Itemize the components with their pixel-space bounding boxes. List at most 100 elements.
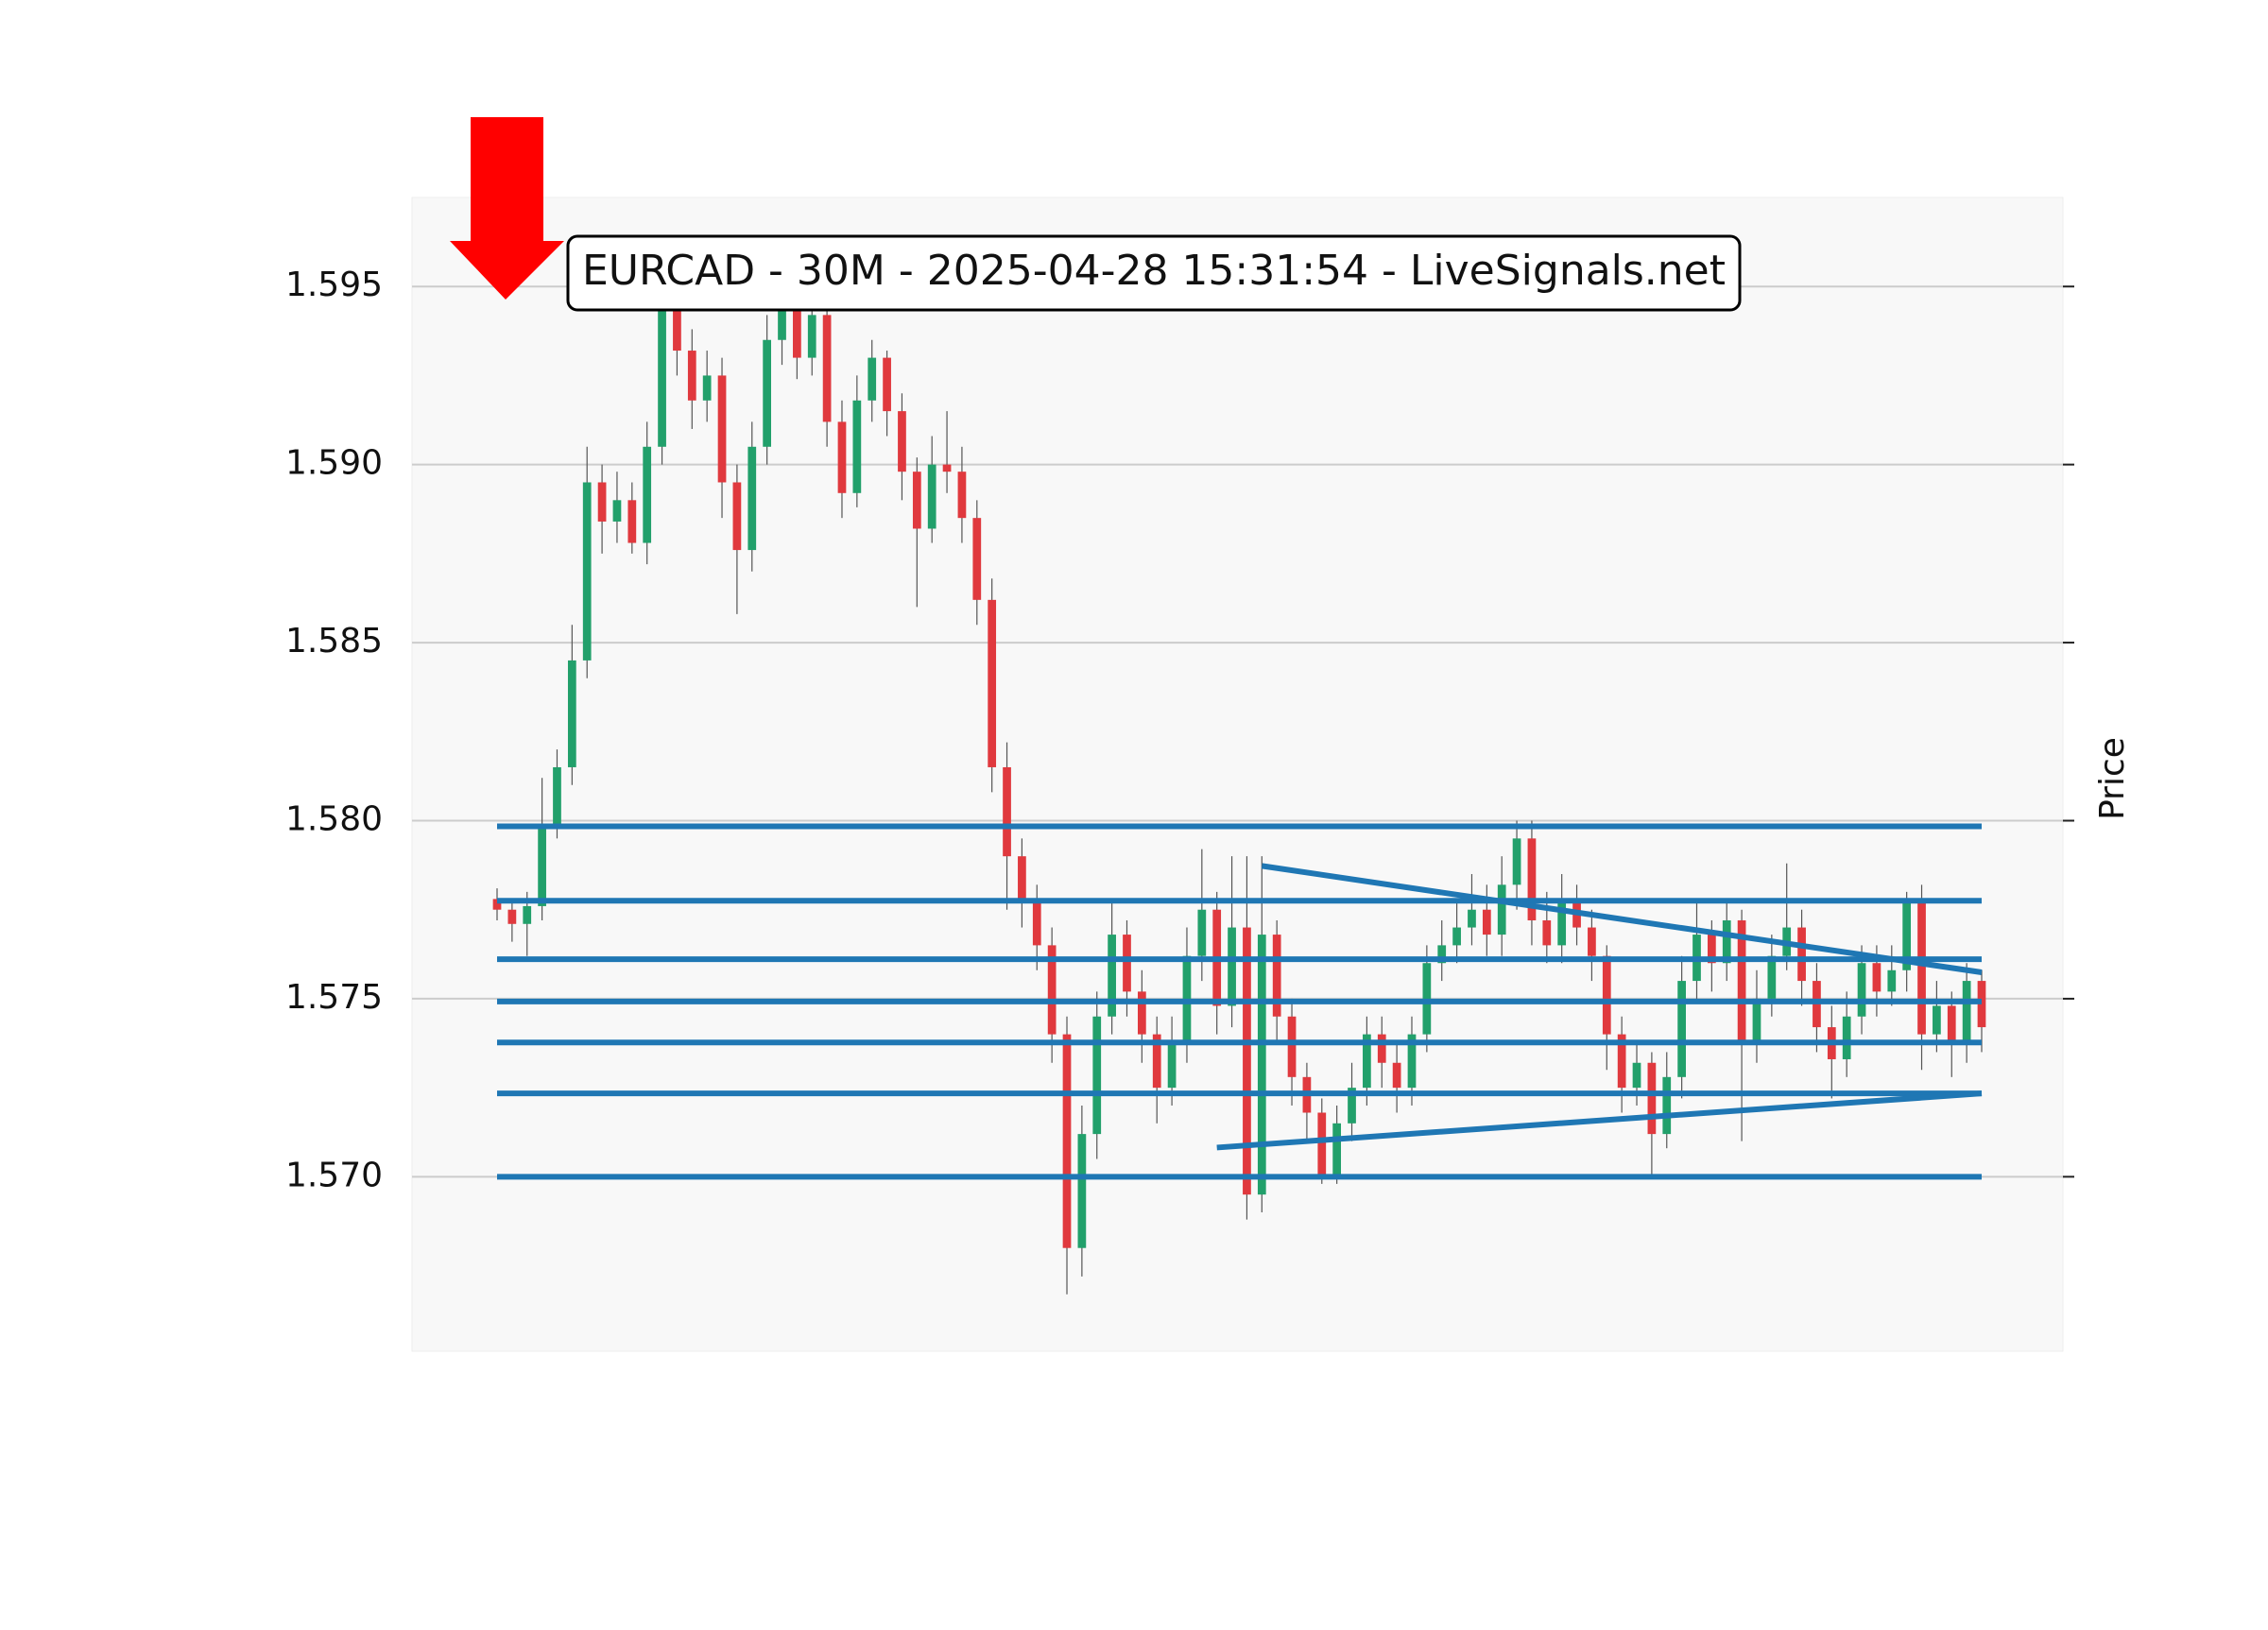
candle-body: [1182, 955, 1192, 1042]
chart-title: EURCAD - 30M - 2025-04-28 15:31:54 - Liv…: [582, 247, 1726, 295]
candle-body: [492, 899, 502, 910]
candle-body: [1123, 935, 1131, 992]
candle-body: [778, 293, 786, 340]
candle-body: [1437, 945, 1447, 964]
candle-body: [1348, 1088, 1356, 1124]
candle-body: [597, 482, 607, 522]
candle-body: [658, 286, 666, 447]
candle-body: [507, 909, 517, 924]
candle-body: [1047, 945, 1057, 1035]
candle-body: [1947, 1005, 1956, 1042]
candle-body: [1422, 963, 1432, 1035]
candle-body: [1497, 884, 1506, 935]
candle-body: [868, 357, 877, 401]
candle-body: [793, 293, 801, 358]
candle-body: [687, 351, 696, 401]
candle-body: [1482, 909, 1491, 935]
candle-body: [763, 339, 772, 447]
candle-body: [898, 411, 906, 472]
y-tick-label: 1.575: [285, 978, 383, 1017]
candle-body: [1557, 899, 1567, 946]
candle-body: [1243, 927, 1251, 1195]
signal-arrow: [450, 117, 564, 300]
candle-body: [972, 518, 982, 600]
y-tick-label: 1.585: [285, 622, 383, 661]
candle-body: [1377, 1034, 1386, 1063]
candle-body: [1018, 856, 1026, 900]
candle-body: [1933, 1005, 1941, 1035]
candle-body: [852, 400, 862, 493]
candle-body: [1677, 981, 1686, 1077]
candle-body: [1917, 899, 1926, 1035]
candle-body: [1887, 969, 1897, 992]
candle-body: [1617, 1034, 1626, 1089]
plot-area: [411, 197, 2064, 1352]
candle-body: [957, 472, 967, 519]
y-tick-label: 1.580: [285, 799, 383, 838]
y-axis-label: Price: [2093, 737, 2132, 820]
candle-body: [567, 660, 576, 767]
candle-body: [553, 766, 561, 825]
title-box: [566, 234, 1742, 312]
trend-line: [1261, 863, 1983, 975]
candle-body: [1602, 955, 1611, 1035]
candle-body: [732, 482, 742, 551]
candle-body: [1137, 991, 1146, 1035]
candle-body: [883, 357, 891, 412]
candle-body: [1363, 1034, 1371, 1089]
candle-body: [1272, 935, 1281, 1017]
candle-body: [822, 315, 832, 422]
candle-body: [702, 375, 712, 401]
candle-body: [747, 446, 757, 551]
candle-body: [1317, 1112, 1327, 1177]
trend-line: [1216, 1090, 1983, 1151]
candle-body: [1152, 1034, 1161, 1089]
candle-body: [1228, 927, 1236, 1006]
candle-body: [1902, 899, 1912, 970]
candle-body: [538, 824, 546, 906]
candle-body: [912, 472, 921, 529]
y-tick-label: 1.570: [285, 1156, 383, 1194]
candle-body: [1872, 963, 1881, 992]
candle-body: [582, 482, 592, 661]
candle-body: [1257, 935, 1266, 1195]
candle-body: [1722, 920, 1731, 964]
candle-body: [1527, 838, 1537, 921]
candle-body: [1662, 1076, 1672, 1135]
candle-body: [1332, 1123, 1342, 1177]
candle-body: [1857, 963, 1866, 1017]
candle-body: [1842, 1016, 1851, 1059]
candle-body: [1407, 1034, 1417, 1089]
candle-body: [1542, 920, 1552, 946]
candle-body: [717, 375, 727, 483]
candle-body: [927, 464, 936, 529]
candle-body: [523, 905, 532, 924]
candle-body: [643, 446, 652, 543]
candle-body: [1752, 998, 1761, 1042]
candle-body: [1003, 766, 1011, 857]
candle-body: [807, 315, 816, 358]
candle-body: [988, 599, 997, 767]
candle-body: [1167, 1041, 1177, 1089]
candle-body: [1647, 1062, 1657, 1135]
candle-body: [1452, 927, 1461, 946]
y-tick-label: 1.595: [285, 266, 383, 304]
candle-body: [1287, 1016, 1297, 1077]
candle-body: [627, 500, 637, 543]
candle-body: [673, 286, 681, 352]
levels: [497, 823, 1983, 1180]
candle-body: [1032, 899, 1041, 946]
candle-body: [1737, 920, 1746, 1042]
candle-body: [1062, 1034, 1072, 1248]
y-tick-label: 1.590: [285, 444, 383, 483]
candle-body: [1197, 909, 1207, 956]
candle-body: [1077, 1134, 1087, 1248]
candle-body: [1108, 935, 1116, 1017]
candle-body: [837, 421, 847, 493]
candle-body: [1512, 838, 1521, 885]
candle-body: [1767, 955, 1777, 999]
candle-body: [1392, 1062, 1401, 1089]
candle-body: [942, 464, 952, 472]
